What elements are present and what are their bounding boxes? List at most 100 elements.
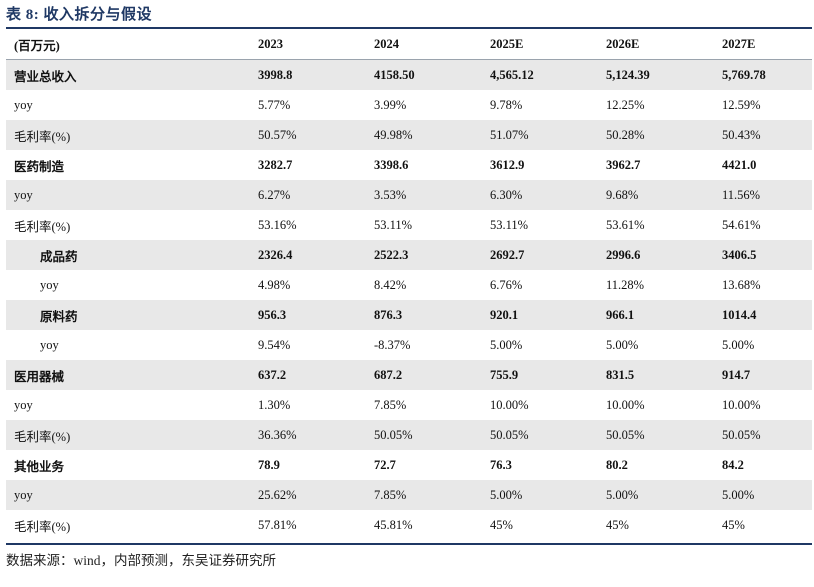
cell-2027e: 5.00% — [714, 480, 812, 510]
cell-2023: 25.62% — [250, 480, 366, 510]
cell-2025e: 10.00% — [490, 397, 529, 412]
cell-2023: 3998.8 — [250, 59, 366, 90]
cell-2025e: 3612.9 — [490, 157, 525, 172]
cell-2023: 57.81% — [258, 517, 297, 532]
cell-2027e: 50.43% — [714, 120, 812, 150]
cell-2026e: 53.61% — [606, 217, 645, 232]
row-label: 营业总收入 — [6, 59, 250, 90]
header-cell-2025e: 2025E — [482, 29, 598, 60]
cell-2025e: 755.9 — [482, 360, 598, 390]
title-divider — [6, 27, 812, 29]
cell-2025e: 50.05% — [482, 420, 598, 450]
header-cell-2023: 2023 — [250, 29, 366, 60]
header-cell-unit: (百万元) — [6, 29, 250, 60]
cell-2024: 7.85% — [374, 397, 407, 412]
row-label: yoy — [14, 397, 33, 412]
row-label: yoy — [14, 97, 33, 112]
row-label: 医药制造 — [14, 159, 65, 174]
row-label: 原料药 — [6, 300, 250, 330]
cell-2025e: 76.3 — [490, 457, 512, 472]
cell-2026e: 831.5 — [598, 360, 714, 390]
cell-2024: 3.99% — [374, 97, 407, 112]
cell-2025e: 45% — [490, 517, 513, 532]
cell-2026e: 50.28% — [598, 120, 714, 150]
table-row: yoy 25.62% 7.85% 5.00% 5.00% 5.00% — [6, 480, 812, 510]
cell-2024: 3398.6 — [374, 157, 409, 172]
cell-2025e: 2692.7 — [482, 240, 598, 270]
header-cell-2027e: 2027E — [714, 29, 812, 60]
cell-2025e: 9.78% — [490, 97, 523, 112]
cell-2027e: 45% — [722, 517, 745, 532]
cell-2024: 7.85% — [366, 480, 482, 510]
table-row: 毛利率(%) 53.16% 53.11% 53.11% 53.61% 54.61… — [6, 210, 812, 240]
cell-2025e: 4,565.12 — [482, 59, 598, 90]
cell-2025e: 51.07% — [482, 120, 598, 150]
table-row: yoy 6.27% 3.53% 6.30% 9.68% 11.56% — [6, 180, 812, 210]
table-row: yoy 4.98% 8.42% 6.76% 11.28% 13.68% — [6, 270, 812, 300]
row-label: 成品药 — [6, 240, 250, 270]
cell-2024: 49.98% — [366, 120, 482, 150]
cell-2024: 45.81% — [374, 517, 413, 532]
cell-2023: 5.77% — [258, 97, 291, 112]
revenue-split-table: (百万元) 2023 2024 2025E 2026E 2027E 营业总收入 … — [6, 29, 812, 540]
cell-2023: 3282.7 — [258, 157, 293, 172]
cell-2027e: 50.05% — [714, 420, 812, 450]
cell-2026e: 5.00% — [598, 480, 714, 510]
table-row: yoy 9.54% -8.37% 5.00% 5.00% 5.00% — [6, 330, 812, 360]
cell-2027e: 12.59% — [722, 97, 761, 112]
cell-2024: 8.42% — [374, 277, 407, 292]
table-title: 表 8: 收入拆分与假设 — [6, 7, 152, 23]
cell-2026e: 50.05% — [598, 420, 714, 450]
cell-2024: 876.3 — [366, 300, 482, 330]
table-row: 毛利率(%) 50.57% 49.98% 51.07% 50.28% 50.43… — [6, 120, 812, 150]
cell-2027e: 914.7 — [714, 360, 812, 390]
cell-2027e: 11.56% — [714, 180, 812, 210]
cell-2026e: 966.1 — [598, 300, 714, 330]
cell-2027e: 84.2 — [722, 457, 744, 472]
table-row: 其他业务 78.9 72.7 76.3 80.2 84.2 — [6, 450, 812, 480]
table-row: yoy 1.30% 7.85% 10.00% 10.00% 10.00% — [6, 390, 812, 420]
cell-2024: 72.7 — [374, 457, 396, 472]
cell-2027e: 1014.4 — [714, 300, 812, 330]
cell-2023: 53.16% — [258, 217, 297, 232]
cell-2027e: 54.61% — [722, 217, 761, 232]
cell-2027e: 13.68% — [722, 277, 761, 292]
cell-2024: 50.05% — [366, 420, 482, 450]
cell-2026e: 11.28% — [606, 277, 645, 292]
cell-2023: 4.98% — [258, 277, 291, 292]
cell-2024: 3.53% — [366, 180, 482, 210]
cell-2023: 6.27% — [250, 180, 366, 210]
cell-2027e: 5,769.78 — [714, 59, 812, 90]
cell-2024: 687.2 — [366, 360, 482, 390]
row-label: 毛利率(%) — [14, 519, 71, 534]
cell-2023: 36.36% — [250, 420, 366, 450]
cell-2027e: 3406.5 — [714, 240, 812, 270]
cell-2023: 9.54% — [258, 337, 291, 352]
cell-2024: 4158.50 — [366, 59, 482, 90]
bottom-divider — [6, 543, 812, 545]
cell-2026e: 9.68% — [598, 180, 714, 210]
cell-2023: 50.57% — [250, 120, 366, 150]
row-label: yoy — [6, 480, 250, 510]
table-row: 营业总收入 3998.8 4158.50 4,565.12 5,124.39 5… — [6, 59, 812, 90]
cell-2025e: 6.30% — [482, 180, 598, 210]
row-label: 医用器械 — [6, 360, 250, 390]
cell-2026e: 5,124.39 — [598, 59, 714, 90]
row-label: yoy — [40, 277, 59, 292]
row-label: 毛利率(%) — [6, 120, 250, 150]
header-cell-2024: 2024 — [366, 29, 482, 60]
cell-2023: 1.30% — [258, 397, 291, 412]
cell-2026e: 80.2 — [606, 457, 628, 472]
row-label: 其他业务 — [14, 459, 65, 474]
cell-2027e: 10.00% — [722, 397, 761, 412]
cell-2023: 637.2 — [250, 360, 366, 390]
row-label: yoy — [6, 180, 250, 210]
cell-2025e: 5.00% — [490, 337, 523, 352]
cell-2024: 2522.3 — [366, 240, 482, 270]
cell-2025e: 920.1 — [482, 300, 598, 330]
cell-2026e: 2996.6 — [598, 240, 714, 270]
table-row: 医用器械 637.2 687.2 755.9 831.5 914.7 — [6, 360, 812, 390]
table-row: 毛利率(%) 57.81% 45.81% 45% 45% 45% — [6, 510, 812, 540]
cell-2026e: 12.25% — [606, 97, 645, 112]
cell-2025e: 5.00% — [482, 480, 598, 510]
